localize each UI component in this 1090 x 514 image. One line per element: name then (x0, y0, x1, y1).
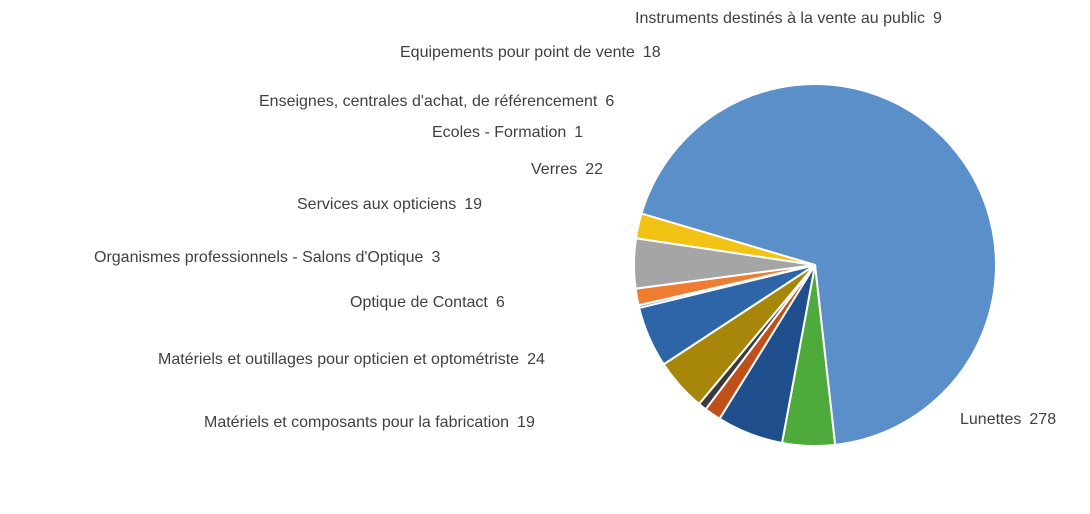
slice-label: Services aux opticiens 19 (297, 196, 482, 214)
slice-label-name: Optique de Contact (350, 294, 488, 311)
slice-label-value: 1 (574, 124, 584, 141)
slice-label-name: Matériels et composants pour la fabricat… (204, 414, 510, 431)
slice-label-name: Ecoles - Formation (432, 124, 567, 141)
slice-label-value: 9 (932, 10, 942, 27)
slice-label-value: 278 (1029, 411, 1057, 428)
slice-label-name: Equipements pour point de vente (400, 44, 635, 61)
slice-label-value: 18 (642, 44, 661, 61)
slice-label-name: Verres (531, 161, 578, 178)
slice-label-value: 24 (527, 351, 545, 368)
slice-label: Matériels et outillages pour opticien et… (158, 351, 545, 369)
slice-label: Lunettes 278 (960, 411, 1056, 429)
slice-label-value: 22 (585, 161, 604, 178)
slice-label: Optique de Contact 6 (350, 294, 505, 312)
slice-label: Verres 22 (531, 161, 603, 179)
slice-label: Equipements pour point de vente 18 (400, 44, 661, 62)
slice-label: Enseignes, centrales d'achat, de référen… (259, 93, 614, 111)
slice-label-value: 6 (605, 93, 615, 110)
slice-label: Matériels et composants pour la fabricat… (204, 414, 535, 432)
slice-label-name: Instruments destinés à la vente au publi… (635, 10, 925, 27)
slice-label-value: 19 (464, 196, 482, 213)
slice-label-value: 3 (431, 249, 441, 266)
slice-label-name: Matériels et outillages pour opticien et… (158, 351, 520, 368)
slice-label-name: Enseignes, centrales d'achat, de référen… (259, 93, 598, 110)
slice-label: Organismes professionnels - Salons d'Opt… (94, 249, 440, 267)
slice-label-value: 19 (517, 414, 535, 431)
slice-label-name: Services aux opticiens (297, 196, 457, 213)
slice-label-name: Lunettes (960, 411, 1022, 428)
pie-slice (634, 212, 816, 266)
pie-slice (640, 83, 997, 446)
slice-label: Ecoles - Formation 1 (432, 124, 583, 142)
slice-label-name: Organismes professionnels - Salons d'Opt… (94, 249, 424, 266)
slice-label-value: 6 (495, 294, 505, 311)
slice-label: Instruments destinés à la vente au publi… (635, 10, 942, 28)
